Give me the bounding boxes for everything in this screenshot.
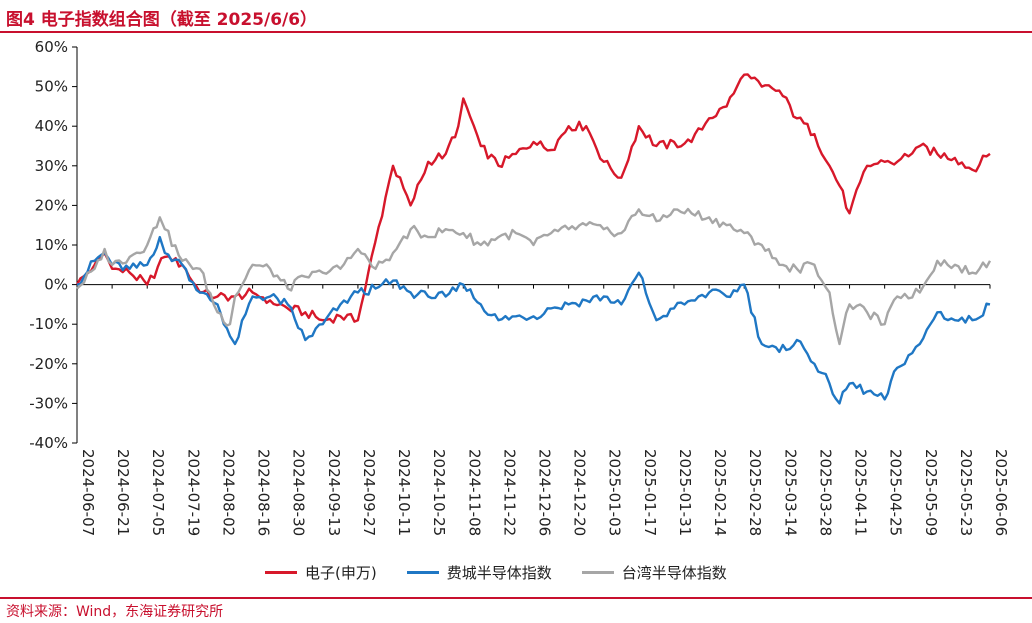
x-tick-label: 2024-12-20 <box>571 449 589 536</box>
x-axis: 2024-06-07 2024-06-21 2024-07-05 2024-07-19… <box>76 284 1010 536</box>
x-tick-label: 2025-03-28 <box>816 449 834 536</box>
series-lines <box>75 73 992 405</box>
legend-item-electronics: 电子(申万) <box>265 562 377 583</box>
x-tick-label: 2024-11-22 <box>500 449 518 536</box>
y-tick-label: 20% <box>35 196 68 214</box>
x-tick-label: 2024-09-13 <box>325 449 343 536</box>
footer-rule <box>0 597 1032 599</box>
x-tick-label: 2025-05-09 <box>922 449 940 536</box>
legend-item-sox: 费城半导体指数 <box>406 562 552 583</box>
legend-label-sox: 费城半导体指数 <box>446 564 552 582</box>
y-tick-label: 50% <box>35 78 68 96</box>
x-tick-label: 2025-04-25 <box>887 449 905 536</box>
x-tick-label: 2025-01-17 <box>641 449 659 536</box>
x-tick-label: 2025-06-06 <box>992 449 1010 536</box>
x-tick-label: 2025-04-11 <box>852 449 870 536</box>
x-tick-label: 2025-01-31 <box>676 449 694 536</box>
line-chart: -40% -30% -20% -10% 0% 10% 20% 30% 40% 50% 60% 202… <box>29 38 1010 536</box>
x-tick-label: 2024-10-25 <box>430 449 448 536</box>
title-rule <box>0 31 1032 33</box>
x-tick-label: 2024-07-05 <box>149 449 167 536</box>
x-tick-label: 2025-02-28 <box>746 449 764 536</box>
x-tick-label: 2024-08-16 <box>255 449 273 536</box>
x-tick-label: 2025-01-03 <box>606 449 624 536</box>
source-note: 资料来源：Wind，东海证券研究所 <box>6 604 224 620</box>
legend-swatch-taiwan <box>581 571 614 574</box>
legend-swatch-electronics <box>265 571 297 574</box>
legend-label-taiwan: 台湾半导体指数 <box>621 564 727 582</box>
figure-title: 图4 电子指数组合图（截至 2025/6/6） <box>6 10 318 30</box>
x-tick-label: 2024-08-30 <box>290 449 308 536</box>
series-taiwan-line <box>76 207 992 346</box>
x-tick-label: 2024-11-08 <box>465 449 483 536</box>
y-tick-label: -40% <box>29 434 68 452</box>
x-tick-label: 2024-10-11 <box>395 449 413 536</box>
y-tick-label: 0% <box>44 276 68 294</box>
y-tick-label: 30% <box>35 157 68 175</box>
legend-item-taiwan: 台湾半导体指数 <box>581 562 727 583</box>
series-electronics-line <box>75 73 991 324</box>
y-tick-label: -20% <box>29 355 68 373</box>
y-tick-label: -10% <box>29 315 68 333</box>
x-tick-label: 2025-02-14 <box>711 449 729 536</box>
x-tick-label: 2024-07-19 <box>184 449 202 536</box>
x-tick-label: 2024-06-07 <box>79 449 97 536</box>
x-tick-label: 2025-03-14 <box>781 449 799 536</box>
legend-label-electronics: 电子(申万) <box>305 564 377 582</box>
x-tick-label: 2024-06-21 <box>114 449 132 536</box>
y-tick-label: 10% <box>35 236 68 254</box>
x-tick-label: 2025-05-23 <box>957 449 975 536</box>
x-tick-label: 2024-08-02 <box>219 449 237 536</box>
x-tick-label: 2024-12-06 <box>536 449 554 536</box>
legend-swatch-sox <box>406 571 439 574</box>
y-tick-label: 60% <box>35 38 68 56</box>
y-tick-label: 40% <box>35 117 68 135</box>
series-sox-line <box>76 235 991 405</box>
y-tick-label: -30% <box>29 394 68 412</box>
y-axis: -40% -30% -20% -10% 0% 10% 20% 30% 40% 50% 60% <box>29 38 78 452</box>
x-tick-label: 2024-09-27 <box>360 449 378 536</box>
legend: 电子(申万) 费城半导体指数 台湾半导体指数 <box>265 562 727 583</box>
